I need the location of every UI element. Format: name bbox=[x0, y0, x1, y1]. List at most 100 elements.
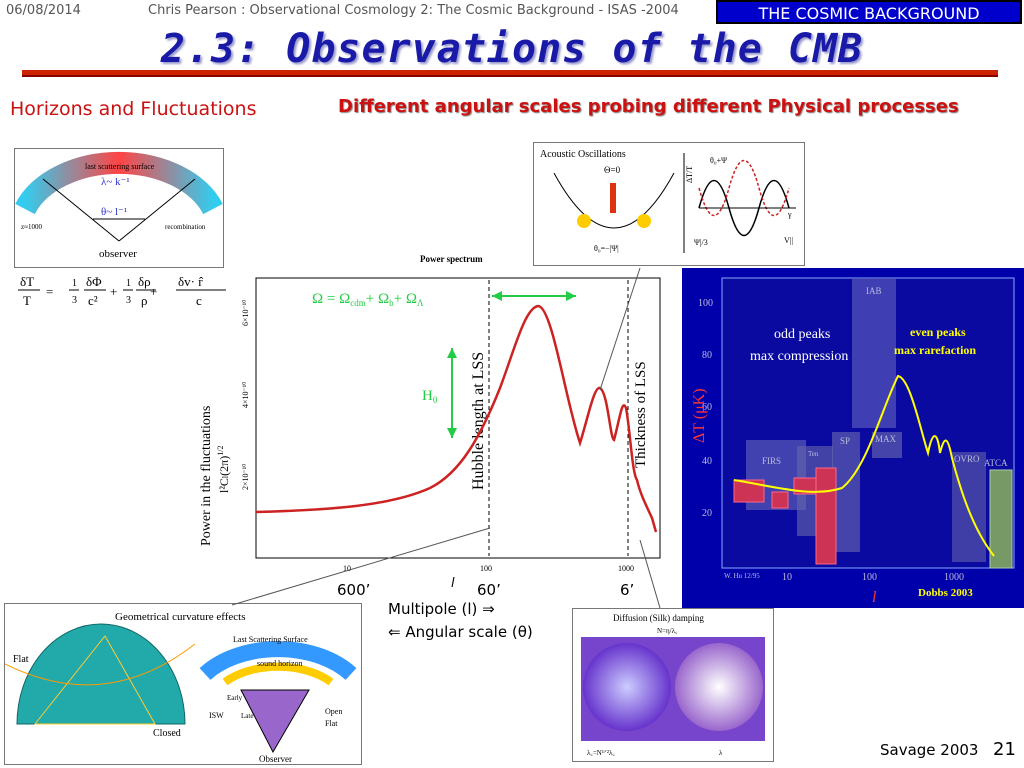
h0-arrow-up bbox=[447, 348, 457, 358]
eq-t1-den: 3 bbox=[72, 295, 77, 306]
temperature-wave bbox=[698, 179, 790, 237]
cmb-ytick-40: 40 bbox=[702, 456, 712, 467]
cmb-xtick-10: 10 bbox=[782, 572, 792, 583]
angular-scale-caption: ⇐ Angular scale (θ) bbox=[388, 623, 533, 641]
gamma-label: γ bbox=[787, 210, 792, 219]
observer-cone bbox=[240, 689, 310, 754]
data-box-2 bbox=[771, 491, 789, 509]
eq-equals: = bbox=[46, 284, 53, 299]
cmb-data-svg: 100 80 60 40 20 10 100 1000 W. Hu 12/95 … bbox=[691, 277, 1015, 606]
cmb-xtick-1000: 1000 bbox=[944, 572, 964, 583]
eq-lhs-den: T bbox=[23, 293, 31, 308]
dobbs-credit: Dobbs 2003 bbox=[918, 587, 973, 599]
acoustic-svg: Acoustic Oscillations Θ=0 θ₀=−|Ψ| ΔT/T θ… bbox=[540, 149, 796, 253]
cmb-ytick-20: 20 bbox=[702, 508, 712, 519]
data-box-1 bbox=[733, 479, 765, 503]
early-label: Early bbox=[227, 694, 243, 702]
max-label: MAX bbox=[875, 434, 897, 444]
angle-6: 6’ bbox=[620, 581, 635, 599]
eq-t2-num: 1 bbox=[126, 278, 131, 289]
horizon-figure: last scattering surface λ~ k⁻¹ θ~ l⁻¹ z≈… bbox=[14, 148, 224, 268]
theta-label: θ~ l⁻¹ bbox=[101, 206, 127, 218]
power-spectrum-figure: Power spectrum 6×10⁻¹⁰ 4×10⁻¹⁰ 2×10⁻¹⁰ P… bbox=[190, 248, 670, 588]
silk-circle-right bbox=[675, 643, 763, 731]
flat-line bbox=[4, 643, 196, 686]
cmb-xtick-100: 100 bbox=[862, 572, 877, 583]
velocity-wave bbox=[698, 159, 790, 217]
observer-label: observer bbox=[99, 248, 137, 260]
lambda-label: λ~ k⁻¹ bbox=[101, 176, 130, 188]
omega-arrow-right bbox=[566, 291, 576, 301]
cmb-ylabel: ΔT (μK) bbox=[691, 388, 708, 443]
recombination-label: recombination bbox=[165, 223, 206, 231]
z-label: z≈1000 bbox=[21, 223, 42, 231]
eq-t2-den: 3 bbox=[126, 295, 131, 306]
psi-label: θ₀+Ψ bbox=[710, 156, 727, 165]
ps-xtick-100: 100 bbox=[480, 564, 492, 573]
lss-band bbox=[199, 641, 357, 681]
lss-label: Last Scattering Surface bbox=[233, 635, 308, 644]
connector-silk bbox=[639, 539, 661, 609]
cmb-theory-curve bbox=[733, 374, 995, 557]
ps-title: Power spectrum bbox=[420, 254, 483, 264]
connector-acoustic bbox=[599, 267, 641, 391]
ps-ytick-3: 2×10⁻¹⁰ bbox=[241, 464, 250, 490]
eq-t1b-num: δΦ bbox=[86, 274, 102, 289]
acoustic-title: Acoustic Oscillations bbox=[540, 149, 626, 160]
firs-label: FIRS bbox=[762, 456, 781, 466]
ps-ytick-2: 4×10⁻¹⁰ bbox=[241, 382, 250, 408]
h0-label: H0 bbox=[422, 388, 438, 405]
atca-label: ATCA bbox=[984, 458, 1008, 468]
curvature-figure: Geometrical curvature effects Flat Close… bbox=[4, 603, 362, 765]
ovro-label: OVRO bbox=[954, 454, 980, 464]
slide-title: 2.3: Observations of the CMB bbox=[160, 26, 864, 72]
scattering-arc bbox=[15, 151, 223, 215]
ten-label: Ten bbox=[808, 450, 819, 458]
closed-label: Closed bbox=[153, 728, 181, 739]
footer-credit: Savage 2003 bbox=[880, 741, 979, 759]
iab-label: IAB bbox=[866, 286, 882, 296]
silk-svg: Diffusion (Silk) damping N=η/λ꜀ λ꜀=N¹ᐟ²λ… bbox=[581, 613, 765, 757]
eq-t3-num: δv· r̂ bbox=[178, 274, 204, 289]
surface-label: last scattering surface bbox=[85, 162, 155, 171]
section-badge: THE COSMIC BACKGROUND bbox=[716, 0, 1022, 24]
power-spectrum-svg: Power spectrum 6×10⁻¹⁰ 4×10⁻¹⁰ 2×10⁻¹⁰ P… bbox=[199, 254, 661, 573]
ps-frame bbox=[255, 277, 661, 559]
equation-svg-2: + δv· r̂ c bbox=[150, 274, 226, 308]
eq-t1-num: 1 bbox=[72, 278, 77, 289]
header-date: 06/08/2014 bbox=[6, 3, 81, 18]
power-spectrum-curve bbox=[255, 304, 658, 533]
omega-arrow-left bbox=[492, 291, 502, 301]
eq-lhs-num: δT bbox=[20, 274, 34, 289]
ps-ylabel-2: l²Cl(2π)1/2 bbox=[216, 446, 231, 493]
omega-equation: Ω = Ωcdm+ Ωb+ ΩΛ bbox=[312, 291, 424, 308]
dtt-label: ΔT/T bbox=[685, 166, 694, 183]
ps-xtick-10: 10 bbox=[343, 564, 351, 573]
silk-damping-figure: Diffusion (Silk) damping N=η/λ꜀ λ꜀=N¹ᐟ²λ… bbox=[572, 608, 774, 762]
silk-bottom-right: λ bbox=[719, 749, 723, 757]
sound-horizon-band bbox=[222, 662, 334, 686]
horizon-ray-left bbox=[42, 178, 120, 242]
flat2-label: Flat bbox=[325, 719, 338, 728]
max-rarefaction-label: max rarefaction bbox=[894, 343, 976, 357]
closed-sphere bbox=[16, 623, 186, 725]
eq-t1b-den: c² bbox=[88, 293, 98, 308]
equation-term-velocity: + δv· r̂ c bbox=[150, 270, 240, 314]
page-number: 21 bbox=[993, 739, 1016, 760]
ps-ylabel-1: Power in the fluctuations bbox=[199, 406, 214, 546]
horizon-ray-right bbox=[118, 178, 196, 242]
horizon-diagram: last scattering surface λ~ k⁻¹ θ~ l⁻¹ z≈… bbox=[15, 151, 223, 260]
isw-label: ISW bbox=[209, 711, 224, 720]
right-heading: Different angular scales probing differe… bbox=[338, 96, 959, 117]
potential-well bbox=[553, 172, 675, 229]
sound-horizon-label: sound horizon bbox=[257, 659, 303, 668]
flat-label: Flat bbox=[13, 654, 29, 665]
acoustic-oscillations-figure: Acoustic Oscillations Θ=0 θ₀=−|Ψ| ΔT/T θ… bbox=[533, 142, 805, 266]
ps-xtick-1000: 1000 bbox=[618, 564, 634, 573]
eq-t2b-den: ρ bbox=[141, 293, 148, 308]
theta0-label: Θ=0 bbox=[604, 165, 621, 175]
thickness-label: Thickness of LSS bbox=[633, 361, 649, 468]
eq-t3-den: c bbox=[196, 293, 202, 308]
cmb-data-panel: 100 80 60 40 20 10 100 1000 W. Hu 12/95 … bbox=[682, 268, 1024, 608]
hubble-length-label: Hubble length at LSS bbox=[470, 352, 487, 490]
